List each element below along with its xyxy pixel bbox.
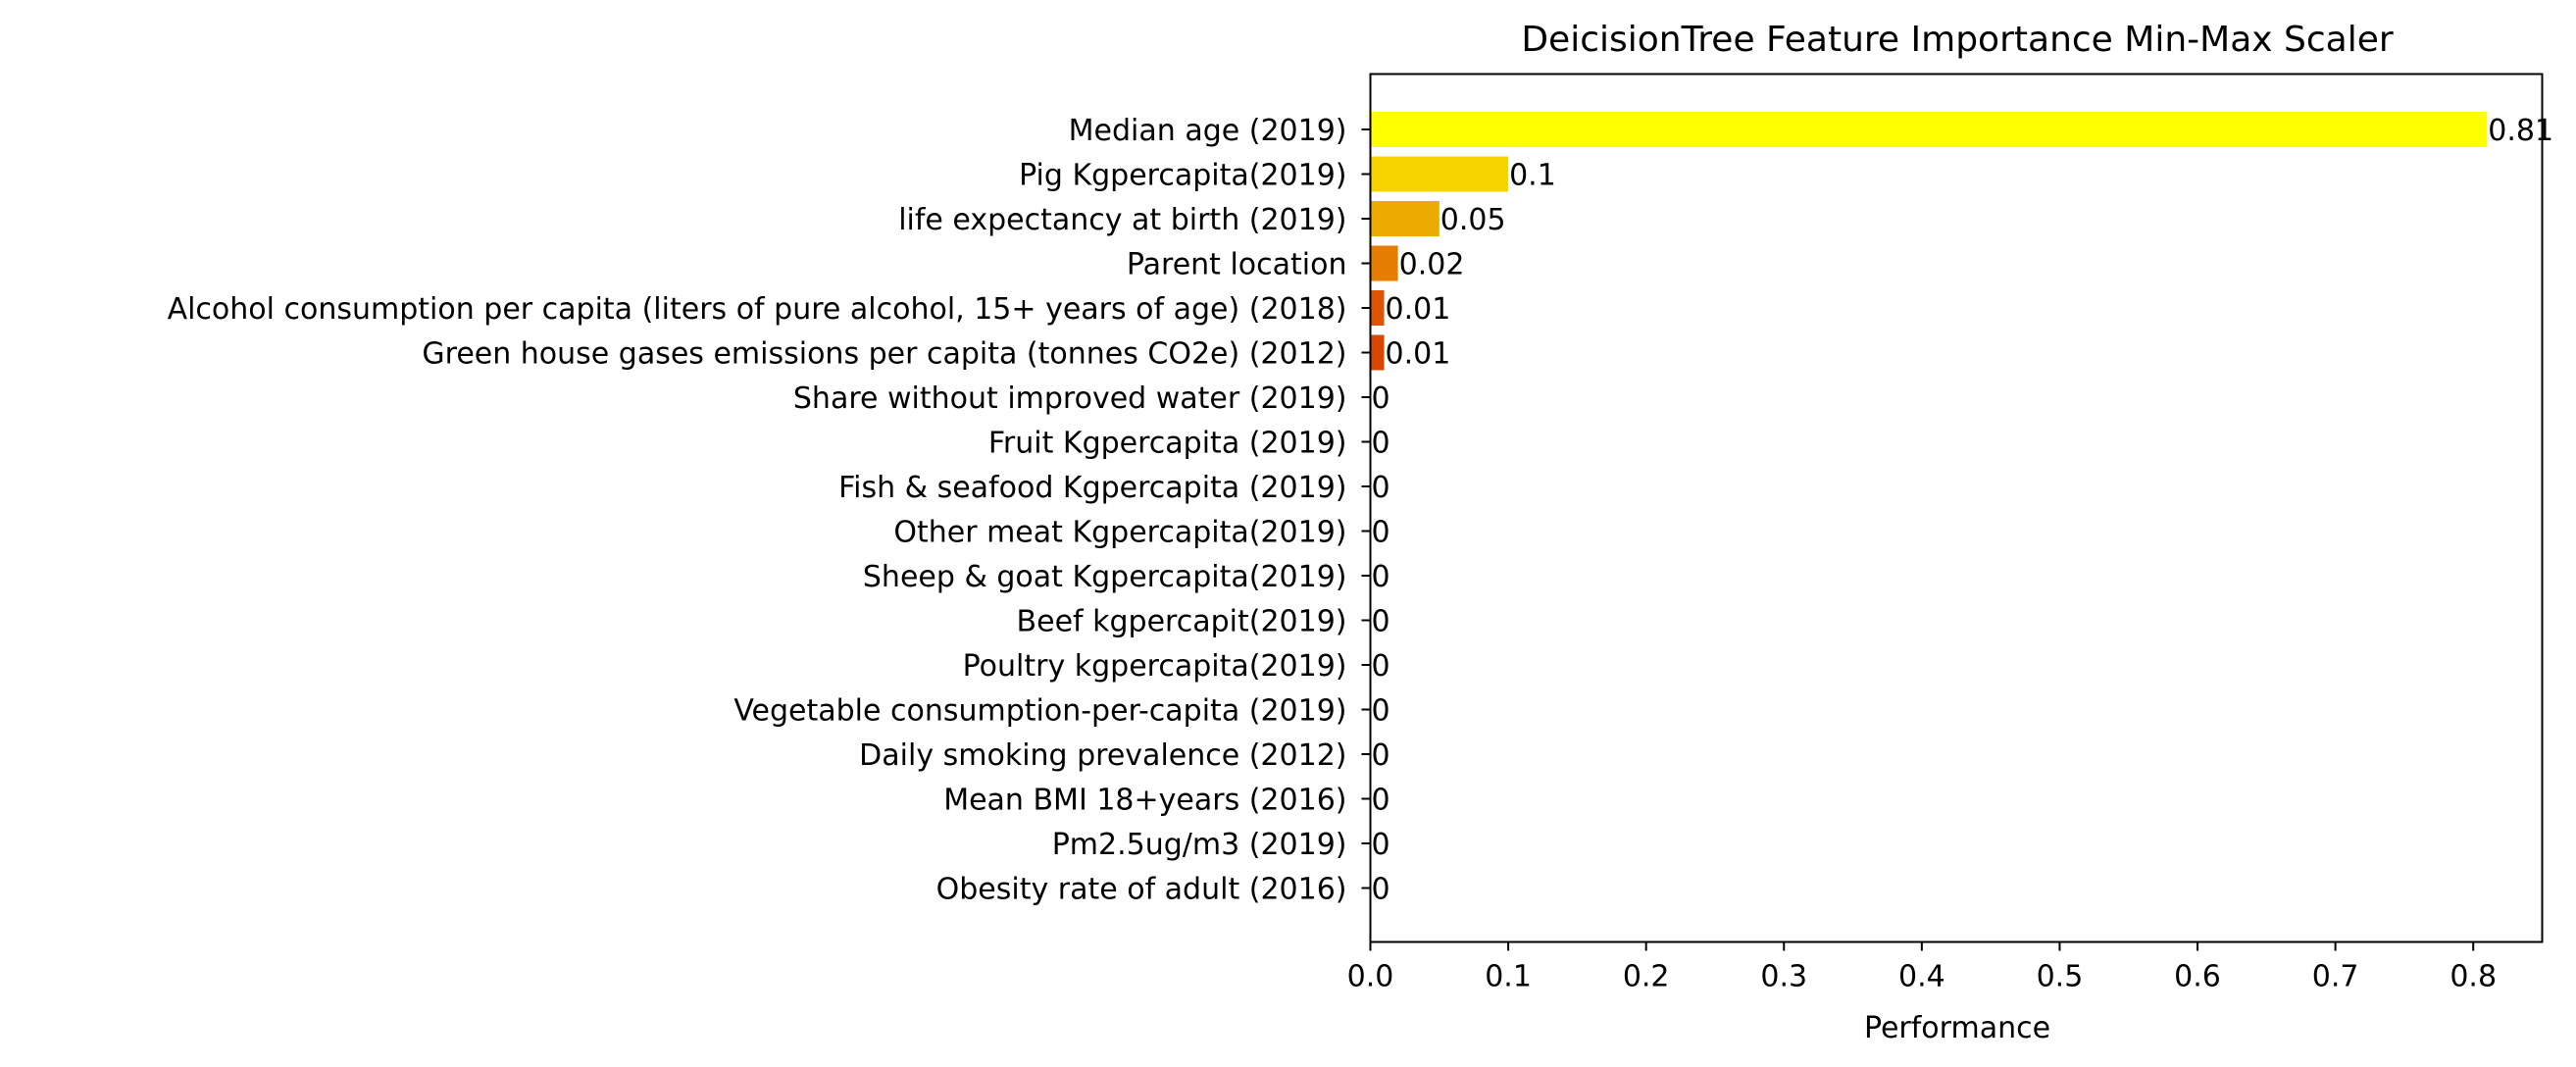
value-label: 0.01 (1386, 292, 1451, 327)
x-tick-label: 0.3 (1760, 960, 1807, 994)
bar (1370, 201, 1440, 236)
bar (1370, 290, 1385, 326)
value-label: 0 (1372, 427, 1390, 461)
category-label: Parent location (1127, 248, 1347, 282)
category-label: Beef kgpercapit(2019) (1017, 605, 1347, 639)
category-label: Median age (2019) (1069, 114, 1347, 148)
plot-frame (1369, 73, 2544, 943)
category-label: Pig Kgpercapita(2019) (1019, 159, 1346, 193)
category-label: Poultry kgpercapita(2019) (963, 649, 1347, 684)
category-label: Vegetable consumption-per-capita (2019) (733, 694, 1346, 729)
category-label: Fruit Kgpercapita (2019) (988, 427, 1347, 461)
value-label: 0.81 (2488, 114, 2553, 148)
x-tick-label: 0.5 (2037, 960, 2084, 994)
value-label: 0 (1372, 605, 1390, 639)
value-label: 0 (1372, 784, 1390, 818)
bar (1370, 334, 1385, 371)
x-tick-label: 0.0 (1347, 960, 1394, 994)
value-label: 0 (1372, 649, 1390, 684)
category-label: life expectancy at birth (2019) (898, 203, 1346, 237)
value-labels: 0.81 0.10.05 0.02 0.01 0.01 0 0 0 0 0 0 0 0 0 0 0 0 (1372, 114, 2554, 907)
value-label: 0.01 (1386, 337, 1451, 372)
x-tick-label: 0.7 (2312, 960, 2359, 994)
value-label: 0 (1372, 738, 1390, 773)
value-label: 0 (1372, 873, 1390, 907)
x-tick-label: 0.1 (1485, 960, 1532, 994)
bar (1370, 156, 1509, 192)
category-label: Alcohol consumption per capita (liters o… (168, 292, 1347, 327)
value-label: 0.05 (1440, 203, 1506, 237)
category-label: Sheep & goat Kgpercapita(2019) (863, 560, 1347, 594)
category-label: Daily smoking prevalence (2012) (859, 738, 1346, 773)
category-label: Fish & seafood Kgpercapita (2019) (838, 471, 1346, 505)
value-label: 0 (1372, 828, 1390, 862)
category-labels: Median age (2019) Pig Kgpercapita(2019) li… (168, 114, 1371, 907)
x-tick-label: 0.4 (1898, 960, 1945, 994)
value-label: 0.1 (1509, 159, 1556, 193)
x-tick-label: 0.8 (2450, 960, 2497, 994)
category-label: Other meat Kgpercapita(2019) (893, 516, 1346, 550)
x-axis: 0.0 0.1 0.2 0.3 0.4 0.5 0.6 0.7 0.8 (1347, 941, 2497, 994)
value-label: 0 (1372, 560, 1390, 594)
value-label: 0.02 (1399, 248, 1465, 282)
chart-title: DeicisionTree Feature Importance Min-Max… (1521, 20, 2394, 60)
category-label: Mean BMI 18+years (2016) (943, 784, 1346, 818)
category-label: Obesity rate of adult (2016) (936, 873, 1347, 907)
bar (1370, 245, 1398, 281)
x-tick-label: 0.6 (2174, 960, 2221, 994)
value-label: 0 (1372, 694, 1390, 729)
x-axis-label: Performance (1864, 1011, 2050, 1045)
value-label: 0 (1372, 381, 1390, 416)
value-label: 0 (1372, 471, 1390, 505)
category-label: Share without improved water (2019) (793, 381, 1347, 416)
bar-group (1370, 112, 2488, 371)
category-label: Pm2.5ug/m3 (2019) (1052, 828, 1347, 862)
category-label: Green house gases emissions per capita (… (422, 337, 1346, 372)
value-label: 0 (1372, 516, 1390, 550)
x-tick-label: 0.2 (1623, 960, 1670, 994)
bar (1370, 112, 2488, 147)
